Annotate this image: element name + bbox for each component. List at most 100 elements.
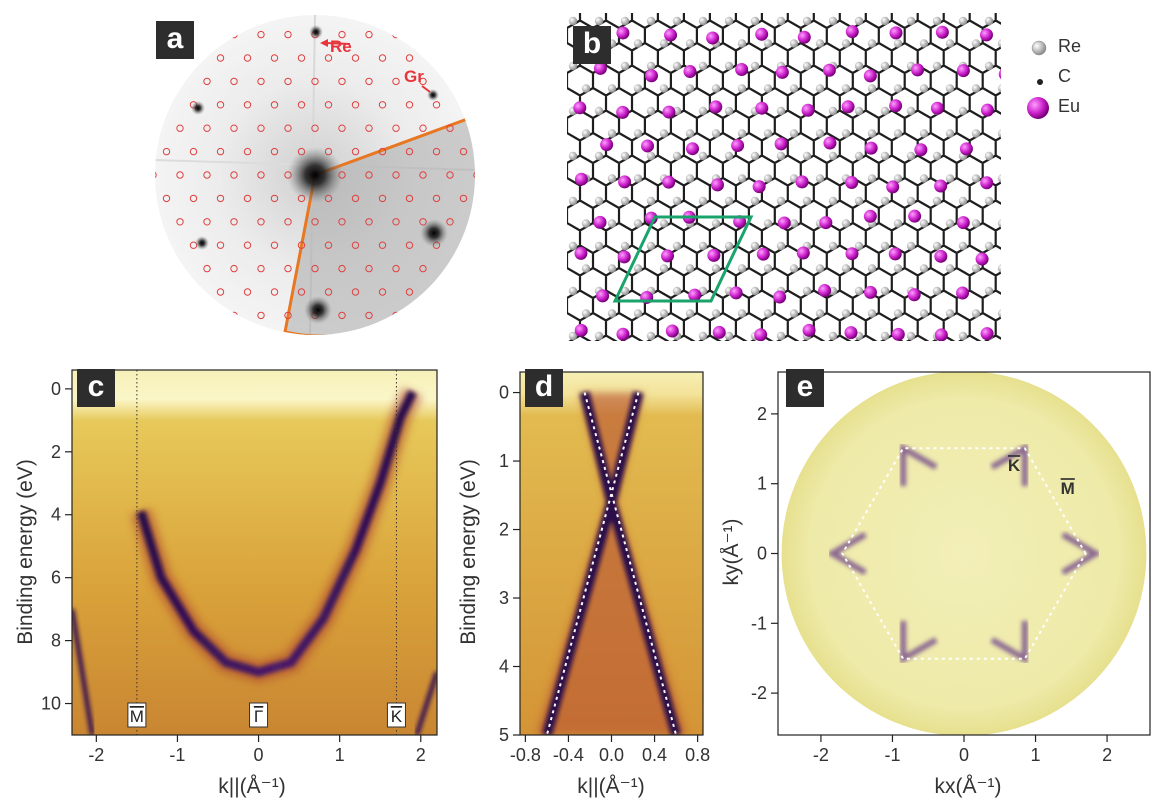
simulated-spot bbox=[365, 30, 373, 39]
eu-atom bbox=[616, 105, 630, 119]
eu-atom bbox=[774, 137, 788, 151]
panel-e: -2 -1 0 1 2 -2 -1 0 1 2 K M ky(Å⁻¹) kx(Å⁻¹) bbox=[720, 360, 1155, 804]
re-atom bbox=[607, 219, 617, 228]
re-atom bbox=[568, 331, 578, 341]
re-atom bbox=[906, 196, 916, 206]
simulated-spot bbox=[257, 30, 265, 39]
k-pocket bbox=[990, 620, 1028, 665]
y-tick-label: 0 bbox=[757, 544, 767, 564]
re-atom bbox=[984, 286, 994, 296]
simulated-spot bbox=[338, 77, 346, 86]
eu-atom bbox=[802, 323, 816, 337]
eu-atom bbox=[889, 26, 903, 40]
re-atom bbox=[607, 129, 617, 138]
re-atom bbox=[919, 174, 929, 183]
eu-atom bbox=[574, 172, 588, 186]
re-atom bbox=[659, 39, 669, 48]
x-tick-label: 0 bbox=[254, 745, 264, 765]
re-atom bbox=[685, 309, 695, 318]
re-atom bbox=[750, 61, 760, 71]
re-atom bbox=[789, 39, 799, 48]
re-atom bbox=[633, 174, 643, 183]
re-atom bbox=[607, 174, 617, 183]
eu-atom bbox=[801, 103, 815, 117]
re-atom bbox=[828, 106, 838, 116]
simulated-spot bbox=[155, 171, 157, 179]
fermi-surface-chart-e: -2 -1 0 1 2 -2 -1 0 1 2 K M ky(Å⁻¹) kx(Å⁻¹) bbox=[720, 371, 1151, 798]
re-atom bbox=[867, 39, 877, 48]
eu-atom bbox=[841, 100, 855, 114]
re-atom bbox=[581, 84, 591, 93]
simulated-spot bbox=[230, 124, 238, 132]
d-xlabel: k||(Å⁻¹) bbox=[577, 775, 644, 798]
x-tick-label: -2 bbox=[88, 745, 104, 765]
re-atom bbox=[737, 309, 747, 318]
re-atom bbox=[880, 16, 890, 26]
simulated-spot bbox=[392, 77, 400, 86]
re-sphere-icon bbox=[1030, 39, 1048, 62]
brillouin-zone bbox=[841, 447, 1087, 660]
re-atom bbox=[711, 264, 721, 273]
y-tick-label: 2 bbox=[499, 520, 509, 540]
simulated-spot bbox=[392, 124, 400, 132]
eu-atom bbox=[863, 209, 877, 223]
re-atom bbox=[802, 151, 812, 161]
y-tick-label: 8 bbox=[51, 631, 61, 651]
simulated-spot bbox=[297, 241, 306, 249]
re-atom bbox=[854, 16, 864, 26]
simulated-spot bbox=[270, 194, 279, 203]
re-atom bbox=[724, 151, 734, 161]
re-atom bbox=[880, 61, 890, 71]
re-atom bbox=[867, 84, 877, 93]
simulated-spot bbox=[405, 194, 414, 203]
re-atom bbox=[750, 286, 760, 296]
simulated-spot bbox=[216, 54, 225, 62]
simulated-spot bbox=[378, 194, 387, 203]
re-atom bbox=[633, 264, 643, 273]
simulated-spot bbox=[270, 54, 279, 62]
carbon-dot-icon bbox=[1035, 74, 1045, 92]
simulated-spot bbox=[419, 171, 427, 179]
re-atom bbox=[646, 331, 656, 341]
hs-label: M bbox=[1061, 479, 1075, 498]
dirac-dashed-lines bbox=[545, 392, 678, 735]
simulated-spot bbox=[176, 124, 184, 132]
arpes-chart-d: -0.8 -0.4 0.0 0.4 0.8 0 1 2 3 4 5 Binding energy (… bbox=[457, 371, 710, 798]
re-atom bbox=[828, 151, 838, 161]
x-tick-label: -2 bbox=[813, 745, 829, 765]
simulated-spot bbox=[378, 101, 387, 109]
x-tick-label: -0.8 bbox=[510, 745, 541, 765]
y-tick-label: 10 bbox=[41, 694, 61, 714]
simulated-spot bbox=[189, 194, 198, 203]
re-atom bbox=[724, 106, 734, 116]
re-atom bbox=[724, 241, 734, 251]
eu-atom bbox=[908, 209, 922, 223]
eu-atom bbox=[662, 105, 676, 119]
simulated-spot bbox=[432, 288, 441, 296]
simulated-spot bbox=[473, 311, 475, 320]
re-atom bbox=[945, 309, 955, 318]
simulated-spot bbox=[230, 77, 238, 86]
x-tick-label: 0 bbox=[959, 745, 969, 765]
re-atom bbox=[919, 219, 929, 228]
simulated-spot bbox=[459, 147, 468, 156]
simulated-spot bbox=[243, 194, 252, 203]
re-atom bbox=[750, 151, 760, 161]
re-atom bbox=[919, 309, 929, 318]
simulated-spot bbox=[176, 77, 184, 86]
re-atom bbox=[906, 151, 916, 161]
simulated-spot bbox=[338, 311, 346, 320]
simulated-spot bbox=[324, 241, 333, 249]
re-atom bbox=[698, 16, 708, 26]
diffraction-spot bbox=[195, 236, 209, 250]
re-atom bbox=[815, 309, 825, 318]
eu-atom bbox=[688, 288, 702, 302]
re-atom bbox=[789, 84, 799, 93]
simulated-spot bbox=[284, 311, 292, 320]
eu-atom bbox=[662, 175, 676, 189]
eu-atom bbox=[729, 286, 743, 300]
re-atom bbox=[984, 196, 994, 206]
re-atom bbox=[737, 264, 747, 273]
gr-annotation: Gr bbox=[404, 67, 424, 86]
eu-atom bbox=[907, 288, 921, 302]
